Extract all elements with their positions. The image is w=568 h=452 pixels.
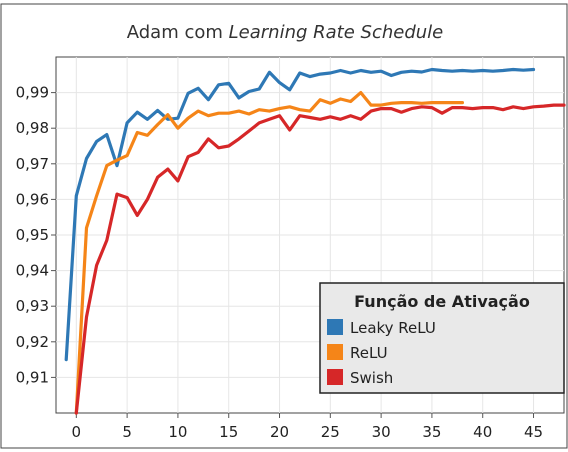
y-tick-label: 0,96 bbox=[16, 190, 49, 208]
y-tick-label: 0,93 bbox=[16, 297, 49, 315]
chart-title-italic: Learning Rate Schedule bbox=[229, 22, 444, 43]
y-tick-label: 0,91 bbox=[16, 368, 49, 386]
x-tick-label: 45 bbox=[524, 423, 543, 441]
x-tick-label: 25 bbox=[321, 423, 340, 441]
legend-label-relu: ReLU bbox=[350, 344, 388, 362]
x-tick-label: 35 bbox=[422, 423, 441, 441]
series-line-leaky-relu bbox=[64, 67, 536, 362]
x-tick-label: 20 bbox=[270, 423, 289, 441]
x-tick-label: 5 bbox=[122, 423, 132, 441]
legend-swatch-swish bbox=[327, 369, 343, 385]
y-tick-label: 0,99 bbox=[16, 84, 49, 102]
legend-title: Função de Ativação bbox=[354, 292, 530, 311]
y-tick-label: 0,97 bbox=[16, 155, 49, 173]
legend-label-leaky-relu: Leaky ReLU bbox=[350, 319, 436, 337]
legend: Função de Ativação Leaky ReLU ReLU Swish bbox=[319, 282, 565, 394]
y-tick-label: 0,98 bbox=[16, 119, 49, 137]
legend-swatch-leaky-relu bbox=[327, 319, 343, 335]
series-line-swish bbox=[74, 103, 566, 415]
legend-box bbox=[319, 282, 565, 394]
series-line-relu bbox=[74, 90, 464, 415]
x-tick-label: 10 bbox=[168, 423, 187, 441]
x-tick-label: 15 bbox=[219, 423, 238, 441]
x-tick-label: 0 bbox=[72, 423, 82, 441]
x-axis: 0 5 10 15 20 25 30 35 40 45 bbox=[72, 413, 543, 441]
y-tick-label: 0,94 bbox=[16, 262, 49, 280]
series-layer bbox=[64, 67, 566, 415]
legend-label-swish: Swish bbox=[350, 369, 393, 387]
y-axis: 0,91 0,92 0,93 0,94 0,95 0,96 0,97 0,98 0,99 bbox=[16, 84, 56, 386]
x-tick-label: 30 bbox=[372, 423, 391, 441]
chart-title: Adam com Learning Rate Schedule bbox=[127, 22, 443, 43]
y-tick-label: 0,92 bbox=[16, 333, 49, 351]
x-tick-label: 40 bbox=[473, 423, 492, 441]
legend-swatch-relu bbox=[327, 344, 343, 360]
y-tick-label: 0,95 bbox=[16, 226, 49, 244]
chart-title-plain: Adam com bbox=[127, 22, 229, 43]
